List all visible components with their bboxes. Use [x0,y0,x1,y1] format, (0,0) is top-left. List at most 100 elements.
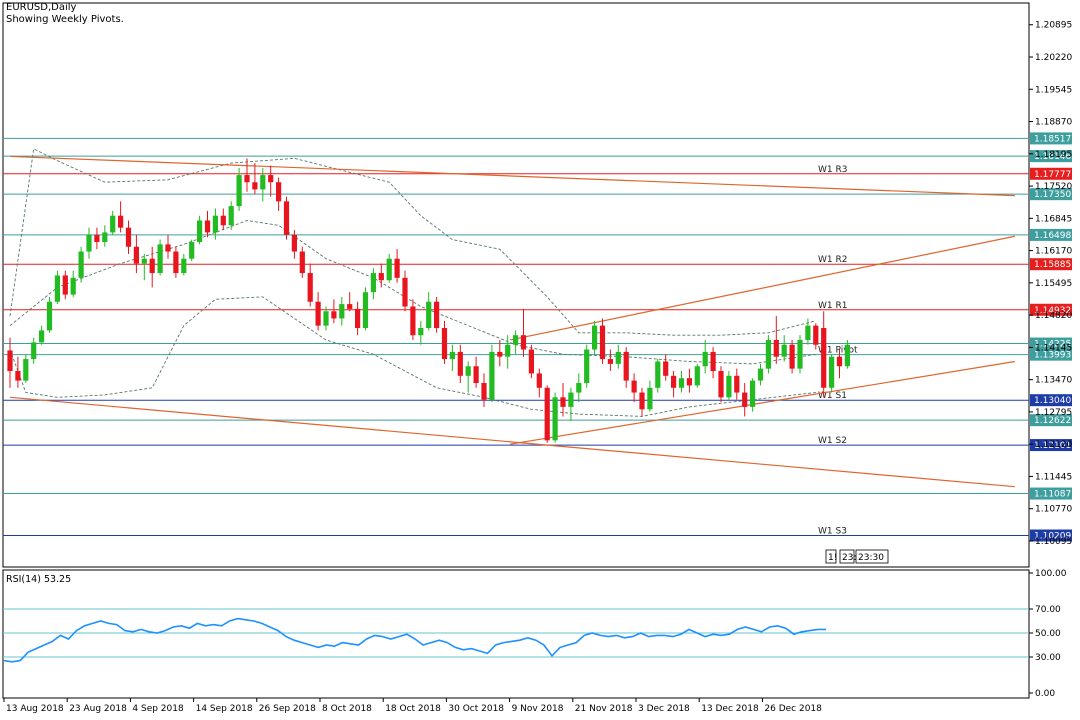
level-price-tag [1030,132,1072,145]
price-tick-label: 1.11445 [1035,472,1072,482]
level-price-label: 1.14932 [1034,306,1071,316]
candle-body [607,359,613,364]
candle-body [70,277,76,295]
time-label: 1! [828,553,837,563]
level-price-tag [1030,167,1072,180]
candle-body [370,273,376,293]
candle-body [536,373,542,388]
candle-body [86,234,92,252]
time-label-box [839,549,855,564]
candle-body [283,201,290,235]
candle [797,335,803,374]
candle-body [702,351,708,367]
candle [576,373,582,403]
candle-body [473,366,479,383]
candle-body [323,311,329,326]
candle-body [7,350,13,372]
candle [70,270,76,297]
price-tick-label: 1.19545 [1035,85,1072,95]
candle-body [212,215,218,233]
date-tick-label: 8 Oct 2018 [322,704,372,714]
candle [449,344,455,372]
candle [694,363,700,388]
candle [410,299,416,340]
candle-body [165,244,171,252]
candle [489,344,495,403]
level-price-tag [1030,258,1072,271]
candle [734,368,740,400]
candlesticks [7,158,850,443]
candle-body [315,301,321,326]
level-price-label: 1.14225 [1034,340,1071,350]
candle-body [623,351,629,381]
candle [418,320,424,345]
price-tick-label: 1.13470 [1035,376,1072,386]
candle [378,263,384,288]
price-tick-label: 1.12795 [1035,408,1072,418]
time-label: 23:30 [858,553,884,563]
pivot-label: W1 S2 [818,436,847,446]
rsi-title: RSI(14) 53.25 [6,574,71,585]
date-tick-label: 18 Oct 2018 [385,704,441,714]
band-lower [9,296,816,417]
candle-body [544,387,550,441]
pivot-label: W1 R1 [818,301,847,311]
price-tick-label: 1.16170 [1035,247,1072,257]
candle [102,225,108,247]
candle-body [189,241,195,259]
candle-body [813,325,819,345]
candle [805,318,811,345]
candle-body [757,368,764,381]
time-axis: 13 Aug 2018 23 Aug 2018 4 Sep 2018 14 Sep 2… [3,698,822,714]
level-price-tag [1030,414,1072,427]
candle [118,201,124,233]
candle-body [299,251,305,274]
candle-body [141,258,147,264]
candle [836,349,843,379]
price-tick-label: 1.18870 [1035,118,1072,128]
candle-body [797,339,803,369]
candle-body [829,356,835,388]
candle-body [426,301,432,329]
candle [513,330,519,355]
date-tick-label: 23 Aug 2018 [69,704,127,714]
candle [165,234,171,259]
price-tick-label: 1.14145 [1035,343,1072,353]
candle [370,268,376,300]
candle-body [15,371,21,381]
candle-body [686,378,692,386]
level-price-tag [1030,348,1072,361]
candle [757,363,764,386]
level-price-tag [1030,487,1072,500]
candle-body [31,342,37,360]
price-tick-label: 1.10770 [1035,505,1072,515]
level-price-label: 1.12101 [1034,441,1071,451]
candle [23,354,29,383]
price-tick-label: 1.20220 [1035,53,1072,63]
candle-body [765,339,771,369]
candle-body [133,246,139,264]
candle-body [78,251,84,278]
level-price-label: 1.12622 [1034,416,1071,426]
candle [457,344,463,383]
candle [789,339,795,374]
candle [94,227,100,250]
candle [655,359,661,393]
price-tick-label: 1.16845 [1035,214,1072,224]
pivot-levels: 1.18517 1.18146 1.17777 W1 R3 1.17350 1.16498… [3,132,1072,542]
candle-body [181,258,187,274]
candle [718,366,724,403]
candle-body [94,234,100,242]
candle-body [639,392,645,410]
trendlines [9,155,1016,488]
pivot-label: W1 R2 [818,255,847,265]
candle-body [276,182,282,202]
candle-body [39,330,45,343]
candle-body [520,335,527,350]
candle [276,177,282,211]
candle [623,347,629,388]
candle [39,325,45,345]
candle [347,292,353,312]
candle [204,210,211,238]
